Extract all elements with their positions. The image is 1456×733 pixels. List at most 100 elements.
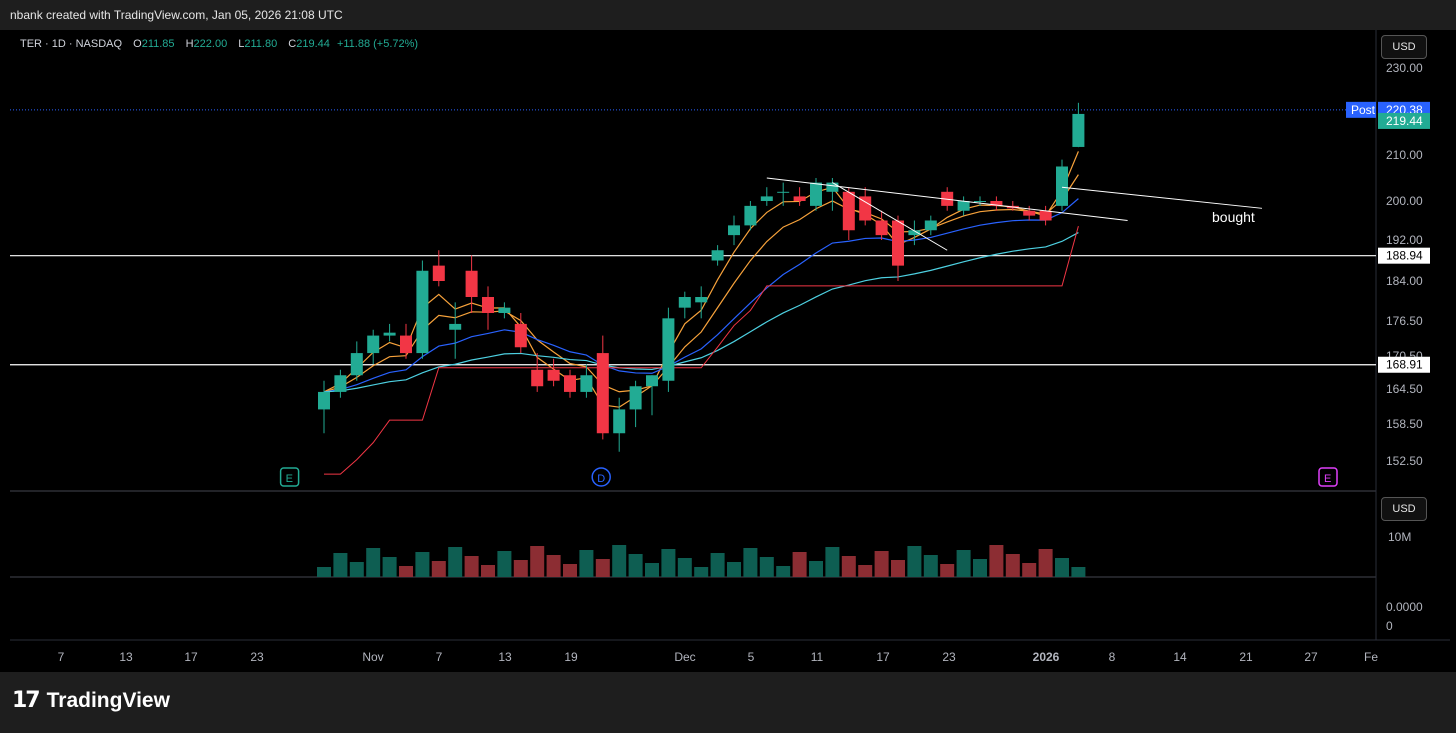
high-label: H: [185, 38, 194, 50]
y-tick-label: 152.50: [1386, 454, 1423, 468]
volume-bar: [349, 562, 364, 577]
volume-bar: [366, 548, 381, 577]
price-chart[interactable]: 230.00 210.00 200.00 192.00 184.00 176.50 17 0.…: [0, 0, 1456, 672]
trendline: [1061, 186, 1263, 209]
y-tick-label: 176.50: [1386, 314, 1423, 328]
candle-body: [974, 201, 986, 202]
price-label-value: 168.91: [1386, 358, 1423, 372]
candle-body: [662, 318, 675, 381]
price-label-box: [1378, 247, 1430, 264]
volume-bar: [333, 553, 348, 577]
volume-bar: [1055, 558, 1069, 577]
y-tick-label: 200.00: [1386, 194, 1423, 208]
dividend-marker: [591, 467, 611, 487]
candle-body: [695, 297, 708, 303]
earnings-marker: [1318, 467, 1338, 487]
volume-bar: [776, 566, 791, 577]
candle-body: [892, 220, 904, 266]
x-tick-label: 23: [942, 650, 956, 664]
x-tick-label: 2026: [1033, 650, 1060, 664]
brand-name: TradingView: [46, 688, 170, 712]
volume-bar: [399, 566, 413, 577]
price-label-value: 188.94: [1386, 249, 1423, 263]
candle-body: [924, 220, 937, 231]
volume-bar: [431, 561, 446, 577]
candle-body: [728, 225, 740, 236]
volume-bar: [579, 550, 594, 577]
moving-average-line-3: [323, 232, 1079, 393]
x-tick-label: Dec: [674, 650, 695, 664]
candle-body: [580, 375, 593, 392]
candle-body: [793, 196, 806, 201]
volume-bar: [415, 552, 430, 577]
x-tick-label: 11: [811, 650, 824, 664]
candle-body: [908, 230, 921, 236]
x-tick-label: 7: [58, 650, 65, 664]
candle-body: [629, 386, 642, 410]
marker-label: E: [1324, 473, 1331, 485]
candle-body: [1039, 210, 1052, 221]
volume-bar: [546, 555, 561, 577]
volume-bar: [759, 557, 774, 577]
volume-bar: [694, 567, 709, 577]
volume-bar: [628, 554, 643, 577]
open-value: 211.85: [141, 38, 175, 50]
volume-bar: [1005, 554, 1020, 577]
candle-body: [678, 297, 691, 308]
candle-body: [482, 297, 494, 313]
candle-body: [1023, 210, 1036, 216]
candle-body: [449, 323, 462, 330]
volume-bar: [530, 546, 545, 577]
y-tick-label: 164.50: [1386, 382, 1423, 396]
candle-body: [777, 191, 790, 193]
x-tick-label: 17: [876, 650, 890, 664]
symbol-legend: TER · 1D · NASDAQ O211.85 H222.00 L211.8…: [20, 38, 418, 50]
tradingview-logo-icon: 17: [12, 688, 41, 713]
oscillator-label: 0.0000: [1386, 600, 1423, 614]
candle-body: [875, 220, 888, 236]
moving-average-line-2: [323, 198, 1079, 393]
moving-average-line-1: [323, 174, 1079, 393]
trendline: [766, 177, 1128, 221]
volume-bar: [956, 550, 971, 577]
candle-body: [859, 196, 872, 221]
attribution-bar: nbank created with TradingView.com, Jan …: [0, 0, 1456, 30]
marker-label: E: [286, 473, 293, 485]
volume-bar: [497, 551, 512, 577]
volume-bar: [858, 565, 873, 577]
candle-body: [596, 353, 609, 434]
candle-body: [564, 375, 576, 392]
candle-body: [744, 205, 757, 226]
post-tag-box: [1346, 101, 1376, 118]
candle-body: [990, 201, 1003, 206]
volume-bar: [612, 545, 627, 577]
attribution-text: nbank created with TradingView.com, Jan …: [10, 8, 343, 22]
oscillator-label: 10M: [1388, 530, 1411, 544]
x-tick-label: 17: [184, 650, 198, 664]
candle-body: [760, 196, 773, 201]
x-tick-label: Fe: [1364, 650, 1378, 664]
close-label: C: [288, 38, 297, 50]
x-tick-label: 14: [1173, 650, 1187, 664]
candle-body: [810, 182, 822, 206]
y-tick-label: 210.00: [1386, 148, 1423, 162]
volume-bar: [1038, 549, 1053, 577]
candle-body: [416, 270, 429, 354]
y-tick-label: 184.00: [1386, 274, 1423, 288]
volume-bar: [989, 545, 1004, 577]
volume-bar: [595, 559, 610, 577]
x-tick-label: 13: [498, 650, 512, 664]
volume-bar: [940, 564, 955, 577]
tradingview-logo[interactable]: 17 TradingView: [12, 688, 170, 713]
post-tag-label: Post: [1351, 103, 1376, 117]
price-label-box: [1378, 356, 1430, 373]
volume-bar: [923, 555, 938, 577]
volume-bar: [973, 559, 987, 577]
currency-button-main[interactable]: USD: [1381, 35, 1427, 59]
volume-bar: [841, 556, 856, 577]
candle-body: [350, 353, 363, 376]
candle-body: [957, 201, 970, 211]
currency-button-oscillator[interactable]: USD: [1381, 497, 1427, 521]
x-tick-label: 23: [250, 650, 264, 664]
symbol-title: TER · 1D · NASDAQ: [20, 38, 123, 50]
